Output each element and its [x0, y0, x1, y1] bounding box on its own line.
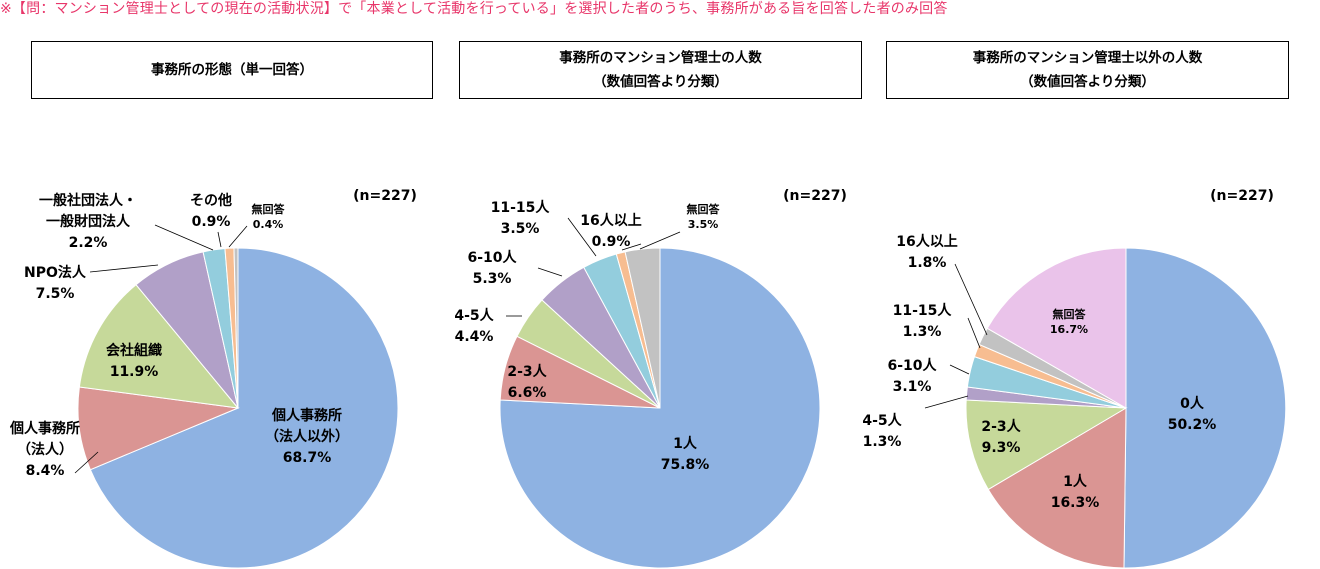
- pie-1-label-2: 個人事務所（法人） 8.4%: [9, 420, 80, 479]
- pie-chart-1: 個人事務所（法人以外） 68.7% 個人事務所（法人） 8.4% 会社組織 11.9% NP…: [9, 188, 417, 569]
- pie-1-leader-5: [154, 224, 214, 251]
- pie-3-value-4: 1.3%: [863, 434, 902, 450]
- pie-1-leader-6: [217, 231, 222, 248]
- pie-2-leader-6: [621, 243, 642, 251]
- pie-2-value-6: 0.9%: [592, 234, 631, 250]
- pie-1-slice-1: [89, 247, 399, 569]
- pie-3-label-2: 1人 16.3%: [1051, 473, 1100, 511]
- pie-2-label-3: 4-5人 4.4%: [454, 307, 494, 345]
- pie-2-value-1: 75.8%: [661, 457, 710, 473]
- pie-1-value-2: 8.4%: [26, 463, 65, 479]
- pie-3-leader-6: [967, 317, 981, 349]
- pie-2-slice-7: [624, 247, 661, 409]
- pie-3-value-3: 9.3%: [982, 440, 1021, 456]
- pie-1-label-1: 個人事務所（法人以外） 68.7%: [265, 407, 349, 466]
- pie-3-value-2: 16.3%: [1051, 495, 1100, 511]
- pie-2-value-4: 5.3%: [473, 271, 512, 287]
- pie-3-label-7: 16人以上 1.8%: [896, 233, 957, 271]
- pie-3-slice-8: [986, 247, 1127, 409]
- pie-3-n-label: (n=227): [1210, 188, 1274, 204]
- pie-1-leader-4: [89, 264, 159, 273]
- pie-2-label-5: 11-15人 3.5%: [491, 199, 551, 237]
- pie-1-label-3: 会社組織 11.9%: [106, 342, 162, 380]
- pie-3-label-5: 6-10人 3.1%: [887, 357, 937, 395]
- pie-1-leader-7: [228, 225, 248, 248]
- pie-3-value-1: 50.2%: [1168, 417, 1217, 433]
- chart-1-title: 事務所の形態（単一回答）: [151, 62, 313, 78]
- pie-3-value-8: 16.7%: [1050, 323, 1088, 336]
- pie-1-value-6: 0.9%: [192, 214, 231, 230]
- pie-3-leader-7: [954, 263, 988, 336]
- pie-2-label-2: 2-3人 6.6%: [507, 363, 547, 401]
- chart-3-title-box: 事務所のマンション管理士以外の人数 （数値回答より分類）: [886, 41, 1289, 99]
- chart-2-title-box: 事務所のマンション管理士の人数 （数値回答より分類）: [459, 41, 862, 99]
- pie-2-value-5: 3.5%: [501, 221, 540, 237]
- pie-1-value-7: 0.4%: [253, 218, 284, 231]
- pie-2-label-7: 無回答 3.5%: [687, 202, 721, 231]
- pie-1-label-5: 一般社団法人・一般財団法人 2.2%: [39, 192, 137, 251]
- pie-3-value-7: 1.8%: [908, 255, 947, 271]
- pie-2-leader-4: [537, 267, 563, 277]
- chart-3-title: 事務所のマンション管理士以外の人数: [972, 50, 1203, 66]
- pie-2-leader-5: [567, 217, 597, 257]
- chart-3-subtitle: （数値回答より分類）: [1020, 74, 1155, 90]
- pie-1-label-7: 無回答 0.4%: [252, 202, 286, 231]
- pie-3-label-8: 無回答 16.7%: [1050, 307, 1088, 336]
- pie-1-value-4: 7.5%: [36, 286, 75, 302]
- pie-2-n-label: (n=227): [783, 188, 847, 204]
- pie-1-slice-7: [233, 247, 239, 409]
- pie-1-value-5: 2.2%: [69, 235, 108, 251]
- pie-1-slice-3: [78, 284, 240, 409]
- pie-3-label-6: 11-15人 1.3%: [893, 302, 953, 340]
- pie-1-n-label: (n=227): [353, 188, 417, 204]
- pie-2-label-6: 16人以上 0.9%: [580, 212, 641, 250]
- pie-3-label-3: 2-3人 9.3%: [981, 418, 1021, 456]
- pie-3-slice-2: [987, 407, 1127, 569]
- pie-1-label-4: NPO法人 7.5%: [24, 264, 87, 302]
- pie-1-leader-2: [74, 451, 99, 474]
- pie-2-value-7: 3.5%: [688, 218, 719, 231]
- pie-2-label-4: 6-10人 5.3%: [467, 249, 517, 287]
- pie-1-value-3: 11.9%: [110, 364, 159, 380]
- pie-2-leader-7: [639, 231, 681, 250]
- pie-3-label-1: 0人 50.2%: [1168, 395, 1217, 433]
- chart-1-title-box: 事務所の形態（単一回答）: [31, 41, 433, 99]
- pie-3-slice-1: [1123, 247, 1287, 569]
- pie-3-value-5: 3.1%: [893, 379, 932, 395]
- pie-2-label-1: 1人 75.8%: [661, 435, 710, 473]
- pie-2-value-3: 4.4%: [455, 329, 494, 345]
- pie-1-value-1: 68.7%: [283, 450, 332, 466]
- pie-3-leader-4: [924, 395, 969, 409]
- pie-3-slice-3: [965, 399, 1128, 491]
- pie-1-slice-2: [77, 386, 240, 471]
- pie-chart-2: 1人 75.8% 2-3人 6.6% 4-5人 4.4% 6-10人 5.3% 11-15人 3.…: [454, 188, 847, 569]
- pie-1-label-6: その他 0.9%: [190, 192, 232, 230]
- pie-3-label-4: 4-5人 1.3%: [862, 412, 902, 450]
- pie-3-value-6: 1.3%: [903, 324, 942, 340]
- survey-note: ※【問：マンション管理士としての現在の活動状況】で「本業として活動を行っている」…: [0, 1, 948, 17]
- pie-2-value-2: 6.6%: [508, 385, 547, 401]
- pie-chart-3: 0人 50.2% 1人 16.3% 2-3人 9.3% 4-5人 1.3% 6-10人 3.1% 1…: [862, 188, 1287, 569]
- chart-2-subtitle: （数値回答より分類）: [593, 74, 728, 90]
- pie-3-leader-5: [949, 364, 970, 375]
- chart-2-title: 事務所のマンション管理士の人数: [559, 50, 762, 66]
